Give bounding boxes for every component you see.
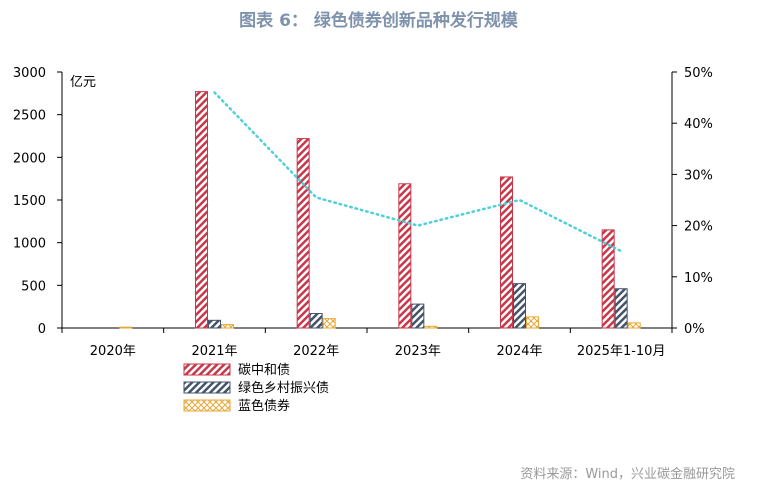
y-tick-label-left: 1000 <box>13 237 46 252</box>
bar <box>398 183 412 329</box>
legend-swatch <box>183 381 231 394</box>
x-tick-label: 2025年1-10月 <box>577 344 666 359</box>
bar <box>221 324 234 329</box>
bar <box>614 288 628 329</box>
bar <box>296 138 310 329</box>
legend-label: 绿色乡村振兴债 <box>238 380 329 396</box>
legend-swatch <box>183 399 231 412</box>
y-tick-label-left: 0 <box>38 322 46 337</box>
bar <box>309 312 323 329</box>
legend-label: 蓝色债券 <box>238 398 290 414</box>
y-tick-label-left: 1500 <box>13 194 46 209</box>
x-tick-label: 2022年 <box>293 344 339 359</box>
bars <box>119 91 641 329</box>
y-tick-label-left: 500 <box>21 279 46 294</box>
x-tick-label: 2021年 <box>191 344 237 359</box>
bar <box>601 229 615 329</box>
bar <box>119 326 133 329</box>
axes <box>57 71 677 333</box>
bar <box>513 283 526 329</box>
bar <box>526 316 539 329</box>
y-tick-label-right: 40% <box>684 117 713 132</box>
ratio-line <box>213 91 623 253</box>
bar <box>322 318 336 329</box>
legend-swatch <box>183 363 231 376</box>
y-tick-label-left: 3000 <box>13 66 46 81</box>
chart-title: 图表 6： 绿色债券创新品种发行规模 <box>239 11 518 31</box>
y-tick-label-right: 10% <box>684 271 713 286</box>
bar <box>411 303 425 329</box>
y-tick-label-left: 2500 <box>13 109 46 124</box>
ratio-line-path <box>213 91 623 253</box>
y-tick-label-right: 20% <box>684 220 713 235</box>
y-tick-label-right: 30% <box>684 168 713 183</box>
bar <box>627 322 641 329</box>
x-tick-label: 2020年 <box>90 344 136 359</box>
bar <box>500 176 513 329</box>
tick-labels: 0 500 1000 1500 2000 2500 3000 0% 10% 20% 30% 40% 50… <box>13 66 713 359</box>
y-tick-label-right: 50% <box>684 66 713 81</box>
y-unit-label: 亿元 <box>70 75 96 90</box>
source-note: 资料来源：Wind，兴业碳金融研究院 <box>520 467 735 482</box>
legend-label: 碳中和债 <box>238 363 290 378</box>
bar <box>208 319 221 329</box>
x-tick-label: 2023年 <box>395 344 441 359</box>
y-tick-label-right: 0% <box>684 322 705 337</box>
bar <box>424 325 438 329</box>
bar <box>195 91 208 329</box>
x-tick-label: 2024年 <box>496 344 542 359</box>
y-tick-label-left: 2000 <box>13 151 46 166</box>
